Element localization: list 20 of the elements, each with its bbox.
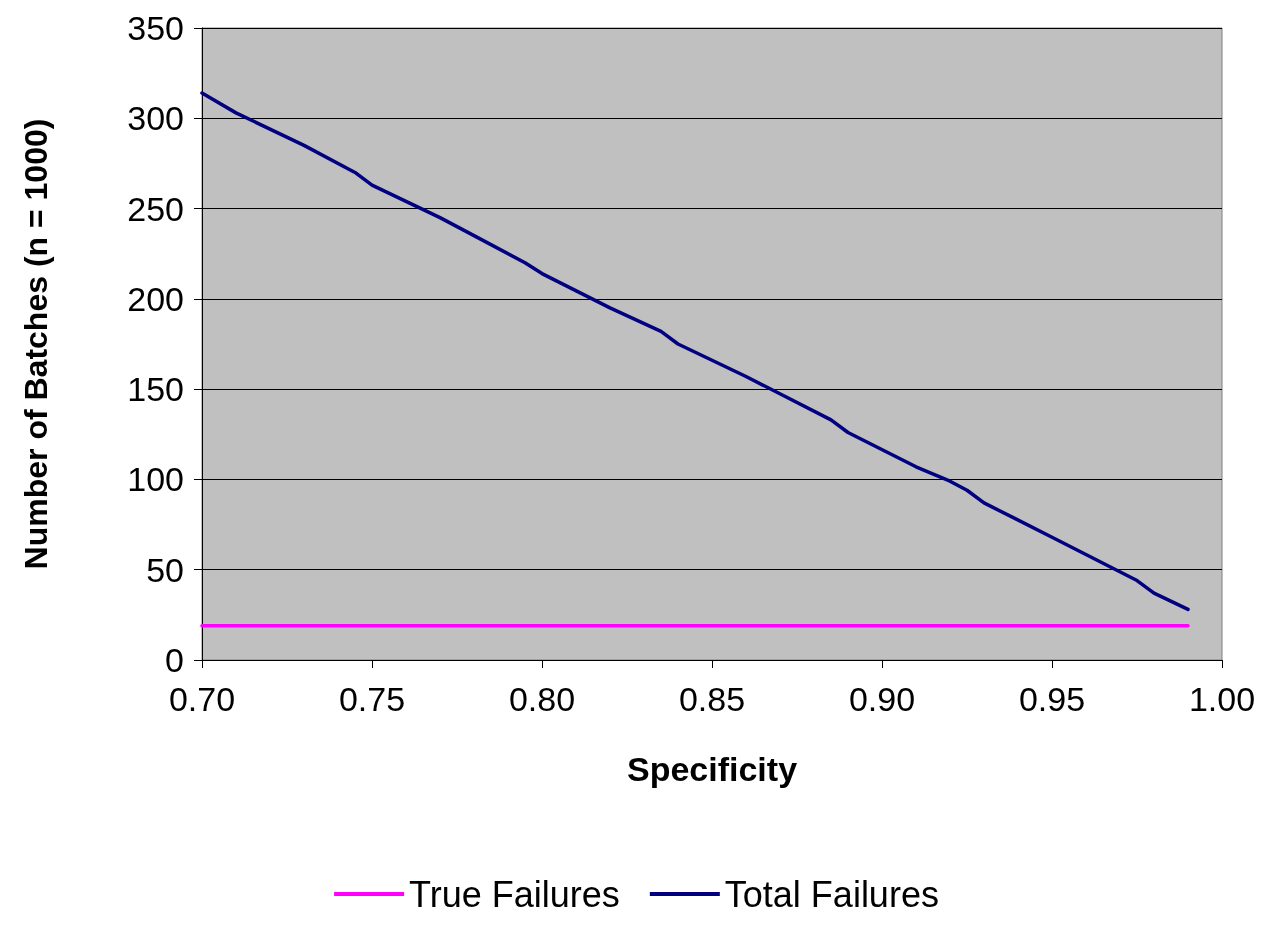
y-tick-label: 50: [146, 550, 184, 589]
x-tick-label: 0.85: [678, 680, 746, 718]
x-tick-label: 1.00: [1188, 680, 1256, 718]
y-axis-title: Number of Batches (n = 1000): [18, 118, 54, 570]
y-tick-label: 200: [127, 279, 184, 318]
x-tick-label: 0.95: [1018, 680, 1086, 718]
line-series: [200, 91, 1190, 612]
x-tick-label: 0.90: [848, 680, 916, 718]
y-tick-label: 300: [127, 99, 184, 138]
y-tick-label: 0: [165, 641, 184, 679]
y-tick-label: 250: [127, 189, 184, 228]
legend-label: Total Failures: [724, 873, 939, 915]
legend-label: True Failures: [409, 873, 620, 915]
y-tick-label: 150: [127, 370, 184, 409]
x-tick-label: 0.80: [508, 680, 576, 718]
y-tick-label: 100: [127, 460, 184, 499]
y-tick-label: 350: [127, 9, 184, 47]
x-tick-label: 0.75: [338, 680, 406, 718]
x-tick-label: 0.70: [168, 680, 236, 718]
x-axis-title: Specificity: [626, 750, 798, 788]
